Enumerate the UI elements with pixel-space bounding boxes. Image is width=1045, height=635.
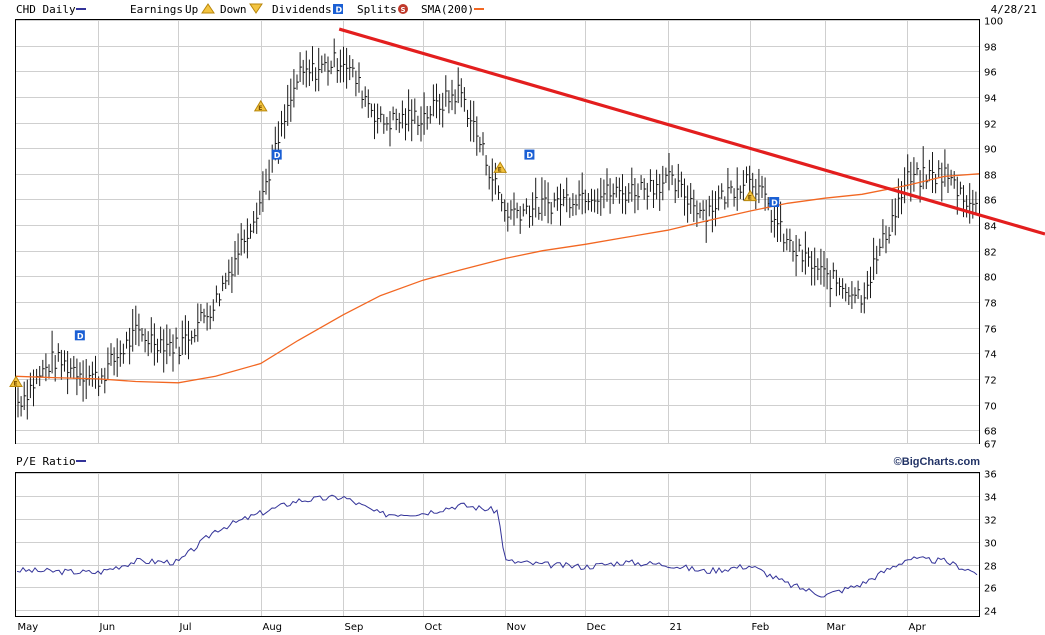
x-tick-label: Sep [345,622,364,633]
price-y-tick-label: 72 [984,376,997,387]
price-bars [17,38,978,420]
earnings-marker-label: E [14,380,18,387]
price-y-tick-label: 67 [984,440,997,451]
earnings-marker-label: E [498,166,502,173]
legend-dividends-label: Dividends [272,3,332,16]
x-tick-label: Feb [752,622,770,633]
earnings-marker [9,375,23,387]
ticker-label: CHD Daily [16,3,76,16]
dividend-marker-label: D [274,151,281,160]
chart-date: 4/28/21 [991,3,1037,16]
trend-line [338,27,1045,236]
svg-text:D: D [336,6,343,15]
x-tick-label: Nov [507,622,527,633]
pe-header: P/E Ratio ©BigCharts.com [16,455,980,468]
price-y-tick-label: 76 [984,325,997,336]
price-y-tick-label: 94 [984,94,997,105]
price-y-tick-label: 92 [984,120,997,131]
pe-y-tick-label: 34 [984,493,997,504]
earnings-marker [253,99,268,112]
split-icon: S [398,4,408,14]
price-y-tick-label: 80 [984,273,997,284]
sma-swatch [474,8,484,10]
price-y-tick-label: 100 [984,17,1003,28]
dividend-icon: D [333,4,343,15]
price-y-tick-label: 84 [984,222,997,233]
x-tick-label: Mar [827,622,847,633]
pe-y-tick-label: 30 [984,539,997,550]
earnings-marker [493,161,508,173]
earnings-up-icon [201,3,215,14]
legend-down-label: Down [220,3,247,16]
dividend-marker [524,149,535,160]
event-markers: D D D D E E E E [9,99,780,387]
price-y-tick-label: 82 [984,248,997,259]
pe-y-tick-label: 24 [984,607,997,618]
earnings-marker [743,189,758,202]
x-tick-label: May [18,622,39,633]
pe-panel [15,472,980,617]
legend-splits-label: Splits [357,3,397,16]
x-axis: May Jun Jul Aug Sep Oct Nov Dec 21 Feb Mar Apr [18,622,927,633]
legend-sma-label: SMA(200) [421,3,474,16]
watermark: ©BigCharts.com [894,456,981,468]
dividend-marker [74,330,85,341]
price-y-tick-label: 68 [984,427,997,438]
sma-line [15,173,980,384]
dividend-marker-label: D [526,151,533,160]
price-y-axis: 67 68 70 72 74 76 78 80 82 84 86 88 90 92 94 96 98 100 [984,17,1003,451]
pe-title: P/E Ratio [16,455,76,468]
earnings-marker-label: E [748,195,752,202]
pe-gridlines [16,473,979,616]
price-y-tick-label: 88 [984,171,997,182]
pe-series [16,494,978,598]
pe-y-tick-label: 32 [984,516,997,527]
pe-y-axis: 24 26 28 30 32 34 36 [984,470,997,618]
price-y-tick-label: 86 [984,196,997,207]
price-y-tick-label: 96 [984,68,997,79]
x-tick-label: Apr [909,622,927,633]
x-tick-label: 21 [670,622,683,633]
price-y-tick-label: 90 [984,145,997,156]
x-tick-label: Aug [263,622,283,633]
svg-text:S: S [401,6,406,14]
chart-header: CHD Daily Earnings Up Down Dividends D S… [16,3,1037,16]
price-y-tick-label: 78 [984,299,997,310]
price-series [15,27,1045,384]
dividend-marker-label: D [77,332,84,341]
price-y-tick-label: 70 [984,402,997,413]
ticker-swatch [76,8,86,10]
earnings-marker-label: E [258,105,262,112]
x-tick-label: Jun [99,622,116,633]
pe-line [16,494,978,598]
dividend-marker-label: D [771,199,778,208]
x-tick-label: Oct [425,622,442,633]
x-tick-label: Dec [587,622,606,633]
price-y-tick-label: 74 [984,350,997,361]
pe-swatch [76,460,86,462]
pe-y-tick-label: 28 [984,562,997,573]
x-tick-label: Jul [179,622,192,633]
price-gridlines [16,20,979,444]
pe-y-tick-label: 36 [984,470,997,481]
legend-up-label: Up [185,3,198,16]
pe-y-tick-label: 26 [984,584,997,595]
dividend-marker [769,197,780,208]
earnings-down-icon [249,3,263,14]
price-y-tick-label: 98 [984,43,997,54]
legend-earnings-label: Earnings [130,3,183,16]
dividend-marker [271,149,282,160]
